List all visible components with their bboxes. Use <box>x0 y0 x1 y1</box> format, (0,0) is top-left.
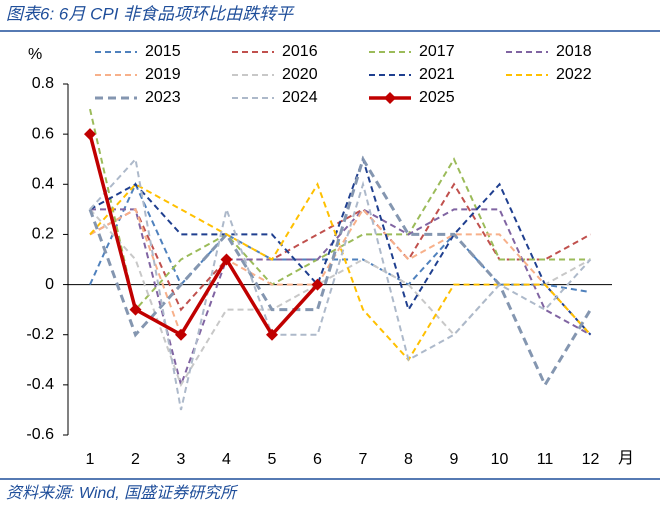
legend-label: 2019 <box>145 66 181 83</box>
legend-label: 2025 <box>419 89 455 106</box>
x-tick-label: 7 <box>359 451 368 468</box>
x-tick-label: 12 <box>582 451 600 468</box>
source: 资料来源: Wind, 国盛证券研究所 <box>6 484 239 502</box>
legend-marker <box>384 92 396 104</box>
point-marker <box>266 328 278 341</box>
series-line <box>89 156 592 336</box>
x-tick-label: 1 <box>86 451 95 468</box>
series-line <box>88 155 592 389</box>
x-tick-label: 9 <box>450 451 459 468</box>
series-line <box>90 208 591 389</box>
y-tick-label: 0.4 <box>32 176 54 193</box>
point-marker <box>220 253 233 266</box>
y-tick-label: 0 <box>45 276 54 293</box>
x-tick-label: 4 <box>222 451 231 468</box>
series-line <box>88 133 319 338</box>
legend-label: 2016 <box>282 43 318 60</box>
x-tick-label: 3 <box>177 451 186 468</box>
y-tick-label: -0.2 <box>26 326 54 343</box>
legend-label: 2017 <box>419 43 455 60</box>
legend-label: 2018 <box>556 43 592 60</box>
legend-label: 2022 <box>556 66 592 83</box>
series-line <box>89 157 592 411</box>
y-tick-label: -0.4 <box>26 376 54 393</box>
x-tick-label: 6 <box>313 451 322 468</box>
point-marker <box>129 303 142 316</box>
y-tick-label: 0.8 <box>32 75 54 92</box>
y-tick-label: 0.6 <box>32 125 54 142</box>
y-tick-label: -0.6 <box>26 426 54 443</box>
point-marker <box>311 278 324 291</box>
y-axis-label: % <box>28 46 42 63</box>
y-tick-label: 0.2 <box>32 226 54 243</box>
x-tick-label: 10 <box>491 451 509 468</box>
legend-label: 2015 <box>145 43 181 60</box>
chart-title: 图表6: 6月 CPI 非食品项环比由跌转平 <box>6 4 295 23</box>
point-marker <box>84 128 96 141</box>
legend-label: 2021 <box>419 66 455 83</box>
series-line <box>89 207 592 338</box>
x-tick-label: 5 <box>268 451 277 468</box>
x-tick-label: 2 <box>131 451 140 468</box>
x-tick-label: 8 <box>404 451 413 468</box>
series-line <box>89 108 591 312</box>
point-marker <box>175 328 187 341</box>
legend-label: 2024 <box>282 89 318 106</box>
series-line <box>89 181 592 362</box>
x-tick-label: 11 <box>537 451 554 468</box>
x-axis-label: 月 <box>618 450 634 467</box>
legend-label: 2020 <box>282 66 318 83</box>
legend-label: 2023 <box>145 89 181 106</box>
